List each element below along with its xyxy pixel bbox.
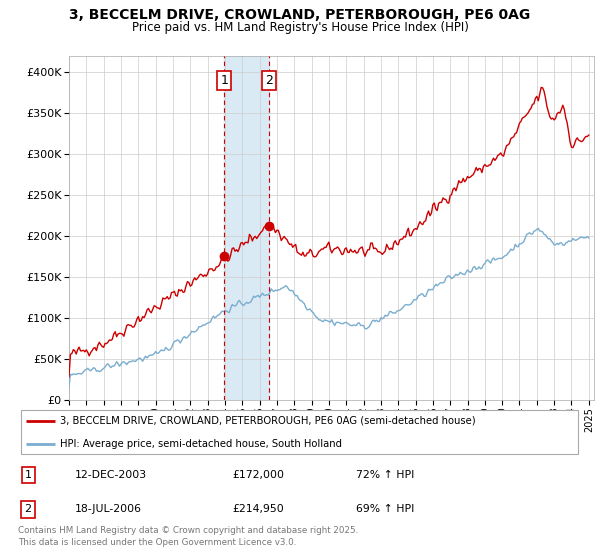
Text: 3, BECCELM DRIVE, CROWLAND, PETERBOROUGH, PE6 0AG (semi-detached house): 3, BECCELM DRIVE, CROWLAND, PETERBOROUGH… bbox=[60, 416, 476, 426]
Text: 1: 1 bbox=[25, 470, 32, 480]
Text: 18-JUL-2006: 18-JUL-2006 bbox=[74, 505, 142, 515]
Text: HPI: Average price, semi-detached house, South Holland: HPI: Average price, semi-detached house,… bbox=[60, 439, 342, 449]
Text: Price paid vs. HM Land Registry's House Price Index (HPI): Price paid vs. HM Land Registry's House … bbox=[131, 21, 469, 34]
Text: £172,000: £172,000 bbox=[232, 470, 284, 480]
Text: 72% ↑ HPI: 72% ↑ HPI bbox=[356, 470, 415, 480]
FancyBboxPatch shape bbox=[21, 409, 578, 454]
Bar bbox=[224, 56, 269, 400]
Text: 1: 1 bbox=[220, 74, 228, 87]
Text: 2: 2 bbox=[265, 74, 273, 87]
Text: 2: 2 bbox=[25, 505, 32, 515]
Text: Contains HM Land Registry data © Crown copyright and database right 2025.
This d: Contains HM Land Registry data © Crown c… bbox=[18, 526, 358, 547]
Text: £214,950: £214,950 bbox=[232, 505, 284, 515]
Text: 12-DEC-2003: 12-DEC-2003 bbox=[74, 470, 146, 480]
Text: 3, BECCELM DRIVE, CROWLAND, PETERBOROUGH, PE6 0AG: 3, BECCELM DRIVE, CROWLAND, PETERBOROUGH… bbox=[70, 8, 530, 22]
Text: 69% ↑ HPI: 69% ↑ HPI bbox=[356, 505, 415, 515]
